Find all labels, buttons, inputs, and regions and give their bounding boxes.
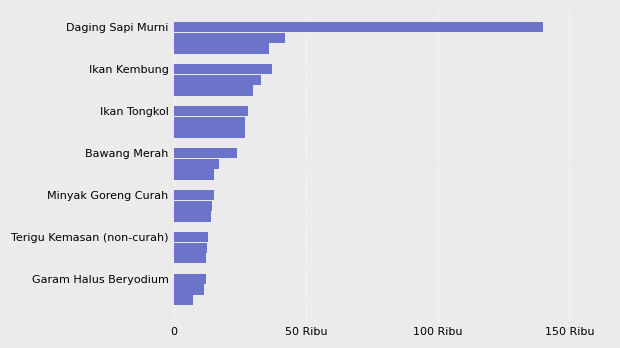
Bar — [174, 106, 248, 116]
Bar — [174, 22, 543, 32]
Bar — [174, 284, 205, 295]
Bar — [174, 117, 246, 127]
Bar — [174, 33, 285, 43]
Bar — [174, 169, 214, 180]
Bar — [174, 148, 237, 158]
Bar — [174, 190, 214, 200]
Bar — [174, 74, 261, 85]
Bar — [174, 44, 269, 54]
Bar — [174, 85, 253, 96]
Bar — [174, 295, 193, 306]
Bar — [174, 159, 219, 169]
Bar — [174, 200, 213, 211]
Bar — [174, 211, 211, 222]
Bar — [174, 274, 206, 284]
Bar — [174, 232, 208, 242]
Bar — [174, 243, 207, 253]
Bar — [174, 253, 206, 263]
Bar — [174, 64, 272, 74]
Bar — [174, 127, 246, 137]
